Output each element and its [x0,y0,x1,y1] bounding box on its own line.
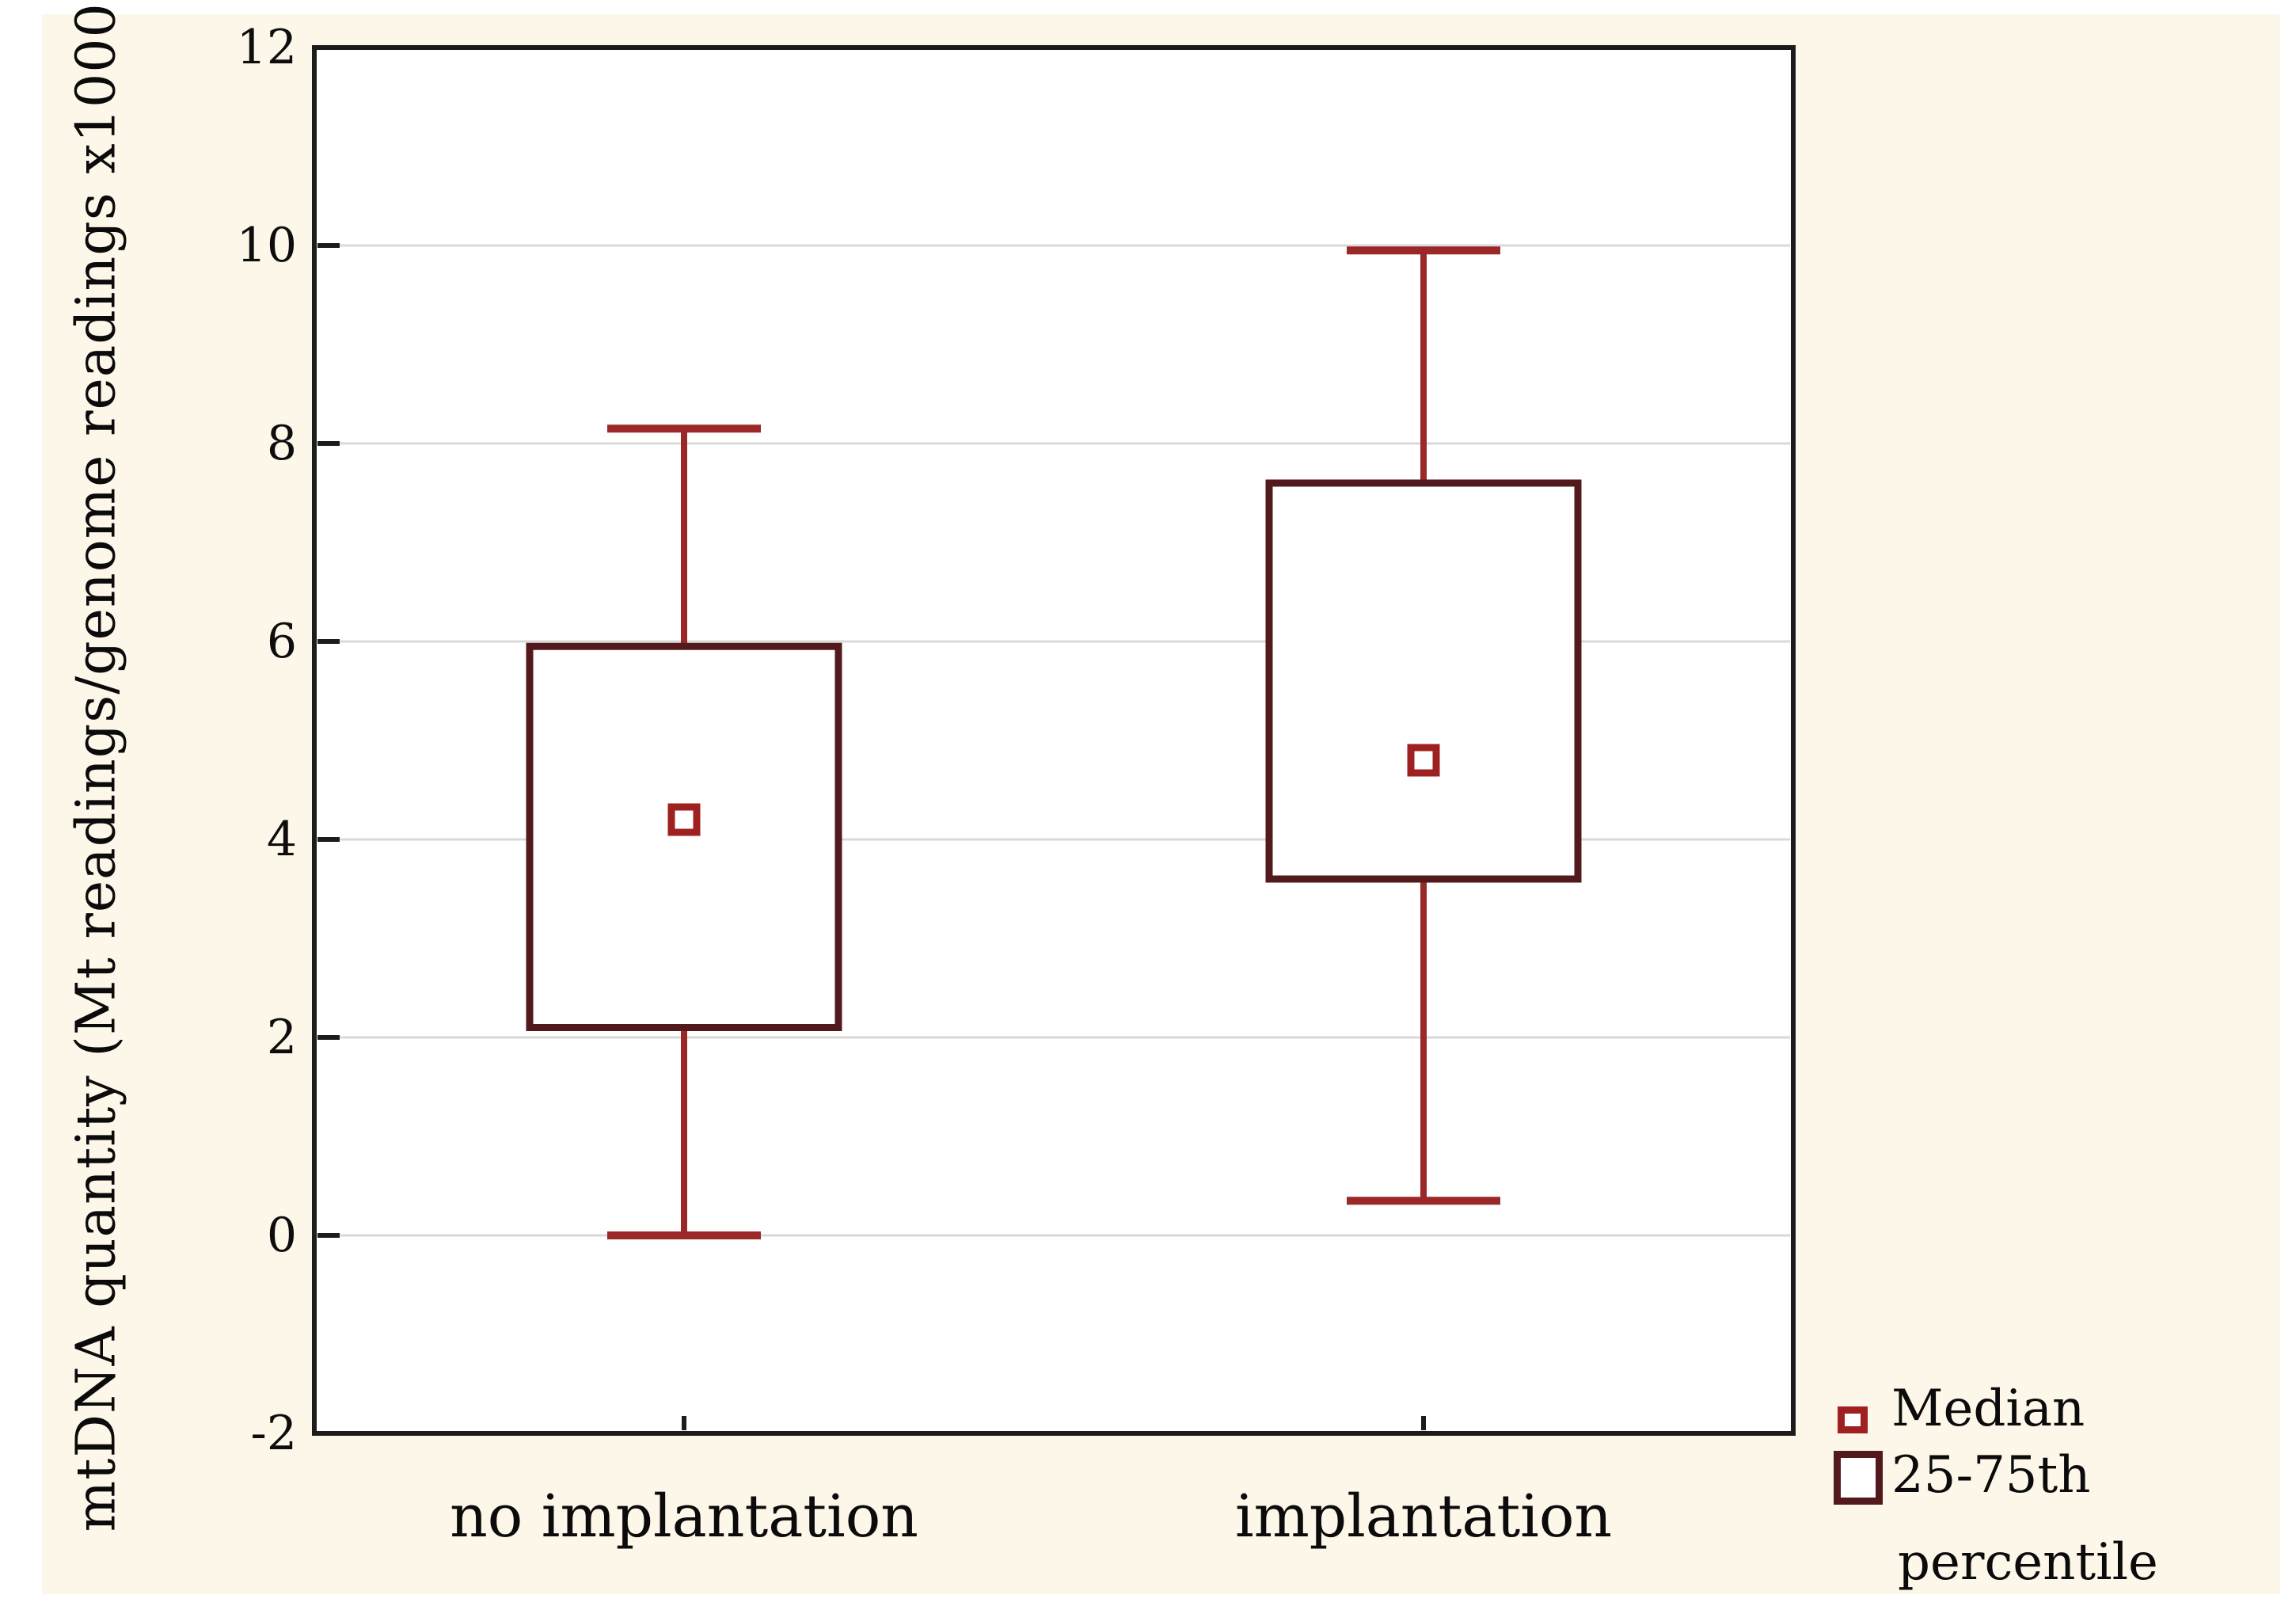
x-category-label-1: implantation [1234,1482,1613,1551]
y-tick-label-12: 12 [236,20,297,75]
x-category-label-0: no implantation [450,1482,918,1551]
legend-percentile-label-line2: percentile [1898,1533,2158,1592]
legend-median-label: Median [1891,1380,2085,1438]
y-tick-label-8: 8 [266,416,297,471]
y-tick-label-0: 0 [266,1208,297,1263]
y-tick-label-10: 10 [236,218,297,273]
legend-percentile-label-line1: 25-75th [1891,1446,2091,1505]
median-marker-icon [1838,1406,1868,1433]
y-axis-title: mtDNA quantity (Mt readings/genome readi… [65,0,128,1532]
y-tick-label-2: 2 [266,1010,297,1065]
median-marker [667,803,701,836]
iqr-box [526,642,842,1031]
y-tick-label--2: -2 [250,1406,297,1461]
y-tick-label-4: 4 [266,812,297,867]
y-tick-label-6: 6 [266,614,297,669]
median-marker [1407,744,1440,777]
iqr-box [1265,479,1582,883]
percentile-box-icon [1834,1451,1883,1505]
